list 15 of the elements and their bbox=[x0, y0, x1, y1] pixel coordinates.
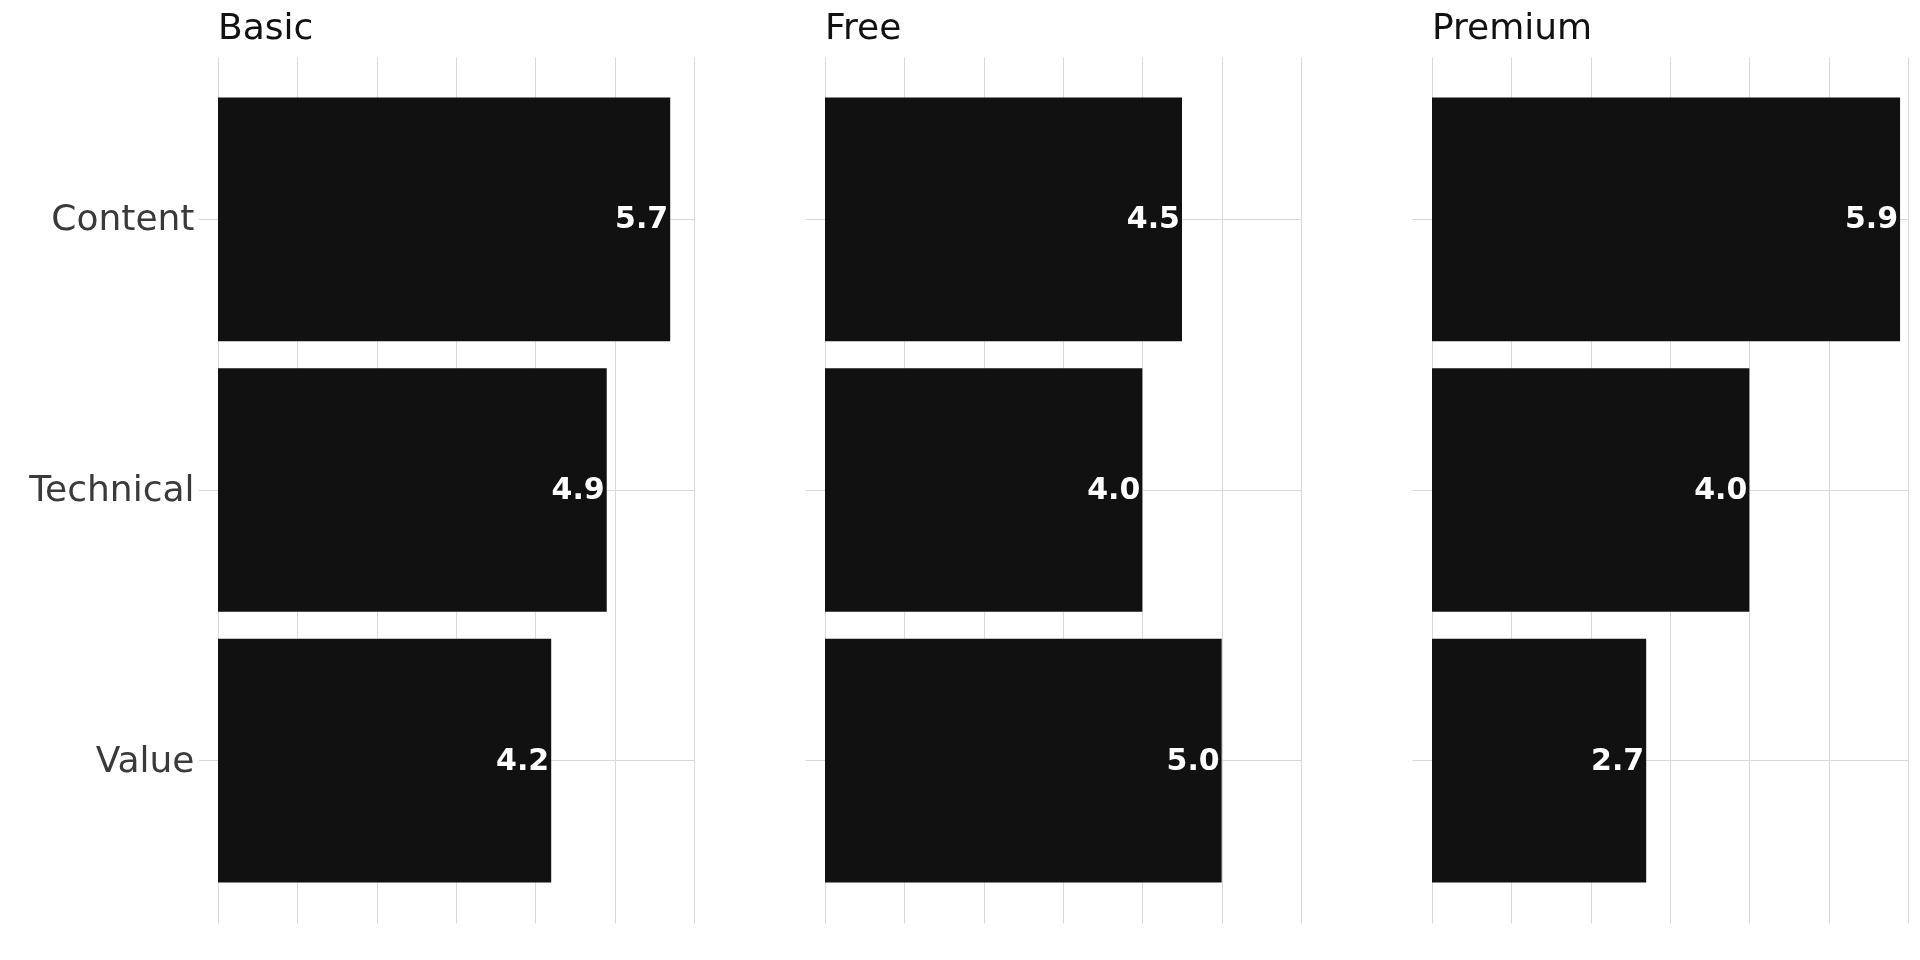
data-label: 5.0 bbox=[1166, 741, 1220, 777]
chart-title: Premium bbox=[1432, 6, 1593, 47]
y-tick-label: Technical bbox=[28, 468, 195, 509]
y-tick-label: Value bbox=[95, 738, 195, 780]
data-label: 5.7 bbox=[615, 200, 669, 236]
data-label: 4.0 bbox=[1694, 471, 1748, 506]
data-label: 4.9 bbox=[551, 471, 605, 506]
y-tick-label: Content bbox=[51, 197, 195, 239]
chart-title: Basic bbox=[218, 6, 314, 47]
data-label: 2.7 bbox=[1591, 741, 1645, 777]
data-label: 5.9 bbox=[1844, 200, 1899, 236]
data-label: 4.2 bbox=[496, 741, 550, 777]
data-label: 4.0 bbox=[1087, 471, 1141, 506]
data-label: 4.5 bbox=[1126, 200, 1180, 236]
chart-title: Free bbox=[825, 6, 902, 47]
